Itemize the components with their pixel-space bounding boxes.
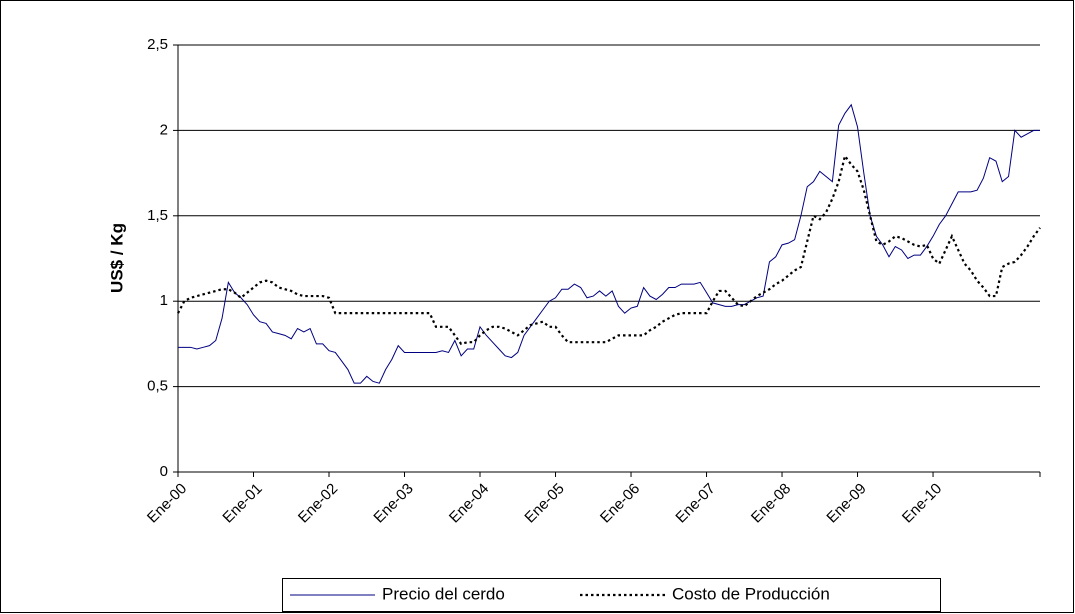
legend-label: Precio del cerdo bbox=[382, 584, 505, 603]
y-tick-label: 2 bbox=[160, 121, 168, 138]
y-axis-label: US$ / Kg bbox=[107, 223, 126, 293]
y-tick-label: 1 bbox=[160, 292, 168, 309]
y-tick-label: 1,5 bbox=[147, 207, 168, 224]
legend-box bbox=[282, 578, 941, 612]
y-tick-label: 2,5 bbox=[147, 36, 168, 53]
series-line bbox=[177, 153, 1041, 346]
y-tick-label: 0,5 bbox=[147, 378, 168, 395]
y-tick-label: 0 bbox=[160, 463, 168, 480]
series-line bbox=[178, 103, 1040, 384]
legend-label: Costo de Producción bbox=[672, 584, 830, 603]
